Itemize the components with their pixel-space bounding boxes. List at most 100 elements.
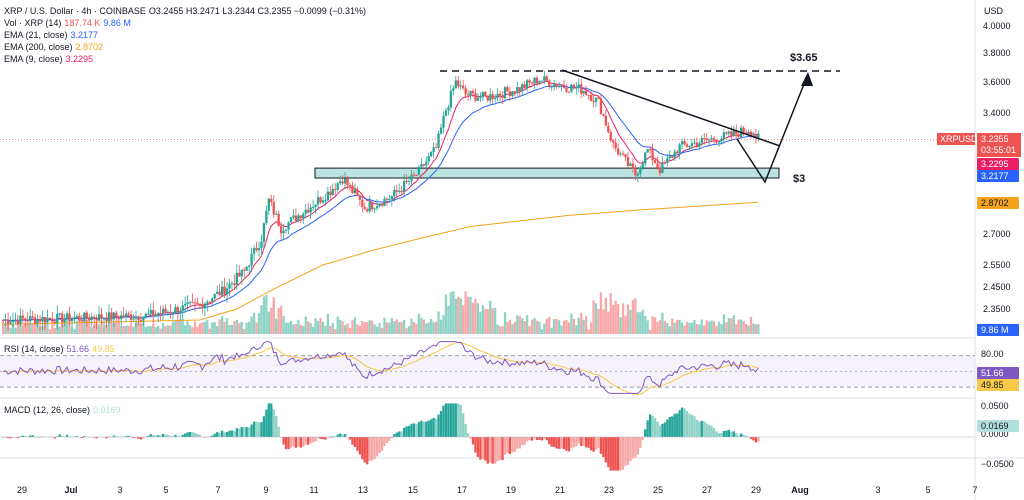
volume-bar [51,321,54,334]
candle-body [673,151,676,158]
candle-body [68,313,71,322]
time-tick-label: 19 [506,485,516,495]
volume-bar [366,322,369,334]
candle-body [240,269,243,277]
candle-body [744,132,748,134]
macd-histogram-bar [127,435,130,437]
volume-bar [120,326,123,334]
volume-bar [698,324,701,334]
volume-bar [105,324,108,334]
candle-body [75,315,79,318]
candle-body [58,313,61,315]
candle-body [582,90,585,94]
candle-body [560,85,563,87]
volume-bar [248,321,251,334]
volume-bar [122,325,125,334]
candle-body [336,183,339,190]
volume-bar [329,325,332,334]
volume-bar [612,304,615,334]
volume-bar [609,293,612,334]
volume-bar [321,321,325,334]
macd-histogram-bar [316,437,320,439]
candle-body [663,162,667,164]
macd-histogram-bar [223,432,226,437]
candle-body [46,318,49,323]
macd-histogram-bar [216,432,219,437]
volume-bar [208,328,211,334]
symbol-tag: XRPUSD [940,134,978,144]
macd-histogram-bar [481,437,484,460]
candle-body [95,318,98,321]
volume-bar [430,318,433,334]
volume-bar [93,325,96,334]
volume-bar [235,319,238,334]
volume-bar [206,319,209,334]
macd-histogram-bar [648,414,652,437]
volume-bar [240,321,243,334]
candle-body [641,163,644,168]
volume-bar [560,325,563,334]
volume-bar [255,322,258,334]
volume-bar [685,321,689,334]
candle-body [125,313,128,318]
volume-bar [663,321,667,334]
candle-body [223,286,226,295]
candle-body [700,138,703,144]
macd-histogram-bar [717,433,721,437]
volume-bar [749,316,753,334]
ema200-value: 2.8702 [75,42,104,52]
macd-histogram-bar [703,421,706,437]
candle-body [565,87,568,92]
target-price-label: $3.65 [790,52,818,64]
volume-bar [538,321,541,334]
volume-bar [476,303,480,334]
macd-histogram-bar [417,422,421,437]
candle-body [705,138,708,141]
time-tick-label: 21 [555,485,565,495]
candle-body [548,80,551,87]
volume-bar [553,319,556,334]
macd-histogram-bar [56,435,59,437]
volume-bar [457,296,460,334]
candle-body [343,178,347,184]
candle-body [710,138,713,140]
macd-histogram-bar [85,436,88,437]
macd-histogram-bar [619,437,622,471]
volume-bar [562,320,566,334]
volume-bar [75,320,79,334]
candle-body [442,115,445,128]
candle-body [83,312,86,321]
macd-histogram-bar [398,431,401,437]
macd-histogram-bar [9,437,12,439]
candle-body [516,87,519,94]
candle-body [61,313,64,323]
macd-histogram-bar [683,408,686,437]
volume-bar [198,323,202,334]
candle-body [198,303,202,305]
candle-body [444,110,448,116]
volume-bar [725,322,728,334]
candle-body [735,130,738,135]
candle-body [361,199,364,208]
candle-body [21,315,24,319]
candle-body [78,315,81,320]
macd-histogram-bar [430,419,433,437]
macd-histogram-bar [530,437,534,441]
volume-bar [73,328,76,334]
macd-histogram-bar [156,435,160,437]
candle-body [329,191,332,195]
candle-body [9,322,12,324]
volume-bar [339,319,342,334]
macd-histogram-bar [420,420,423,437]
candle-body [562,85,566,88]
candle-body [378,203,381,207]
macd-histogram-bar [747,436,750,437]
macd-histogram-bar [680,407,684,437]
volume-bar [252,312,256,334]
macd-histogram-bar [720,433,723,437]
candle-body [275,213,278,215]
volume-bar [717,321,721,334]
candle-body [671,156,674,158]
candle-body [452,88,455,91]
